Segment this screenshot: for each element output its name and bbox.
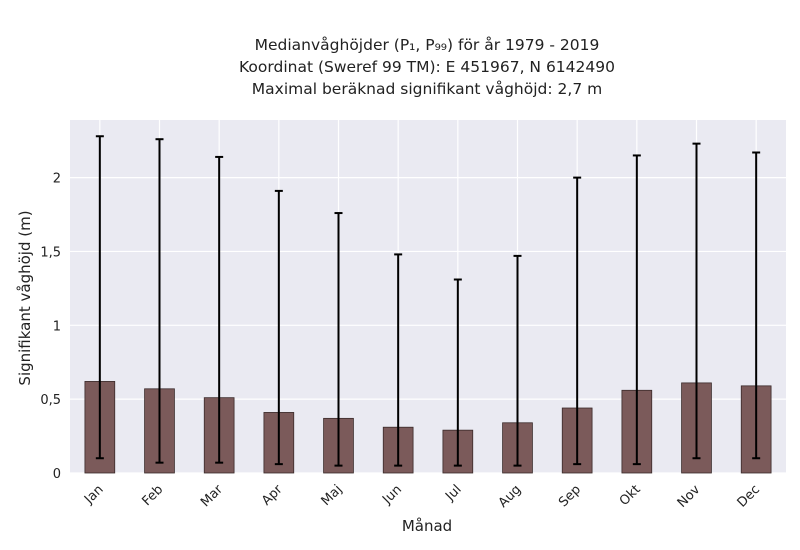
plot-background	[70, 120, 786, 473]
x-axis-label: Månad	[402, 517, 452, 535]
x-tick-label: Dec	[735, 482, 763, 510]
chart-subtitle-max-wave: Maximal beräknad signifikant våghöjd: 2,…	[251, 80, 603, 98]
y-axis-label: Signifikant våghöjd (m)	[16, 210, 34, 385]
x-tick-label: Mar	[198, 482, 226, 510]
x-tick-label: Nov	[675, 482, 704, 511]
y-tick-labels: 0 0,5 1 1,5 2	[40, 172, 61, 482]
x-tick-label: Sep	[556, 482, 584, 510]
x-tick-labels: Jan Feb Mar Apr Maj Jun Jul Aug Sep Okt Nov Dec	[81, 482, 763, 511]
x-tick-label: Aug	[496, 482, 525, 511]
x-tick-label: Jul	[442, 482, 464, 504]
y-tick-label: 1	[53, 319, 61, 334]
x-tick-label: Jun	[379, 482, 405, 508]
chart-title-block: Medianvåghöjder (P₁, P₉₉) för år 1979 - …	[0, 34, 800, 100]
y-tick-label: 1,5	[40, 245, 61, 260]
y-tick-label: 2	[53, 172, 61, 187]
x-tick-label: Apr	[259, 482, 286, 509]
y-tick-label: 0	[53, 467, 61, 482]
chart-subtitle-coordinates: Koordinat (Sweref 99 TM): E 451967, N 61…	[239, 58, 615, 76]
x-tick-label: Maj	[319, 482, 346, 509]
x-tick-label: Feb	[139, 482, 166, 509]
x-tick-label: Jan	[81, 482, 106, 507]
x-tick-label: Okt	[617, 482, 644, 509]
y-tick-label: 0,5	[40, 393, 61, 408]
chart-title: Medianvåghöjder (P₁, P₉₉) för år 1979 - …	[254, 36, 600, 54]
error-bars	[95, 135, 761, 467]
